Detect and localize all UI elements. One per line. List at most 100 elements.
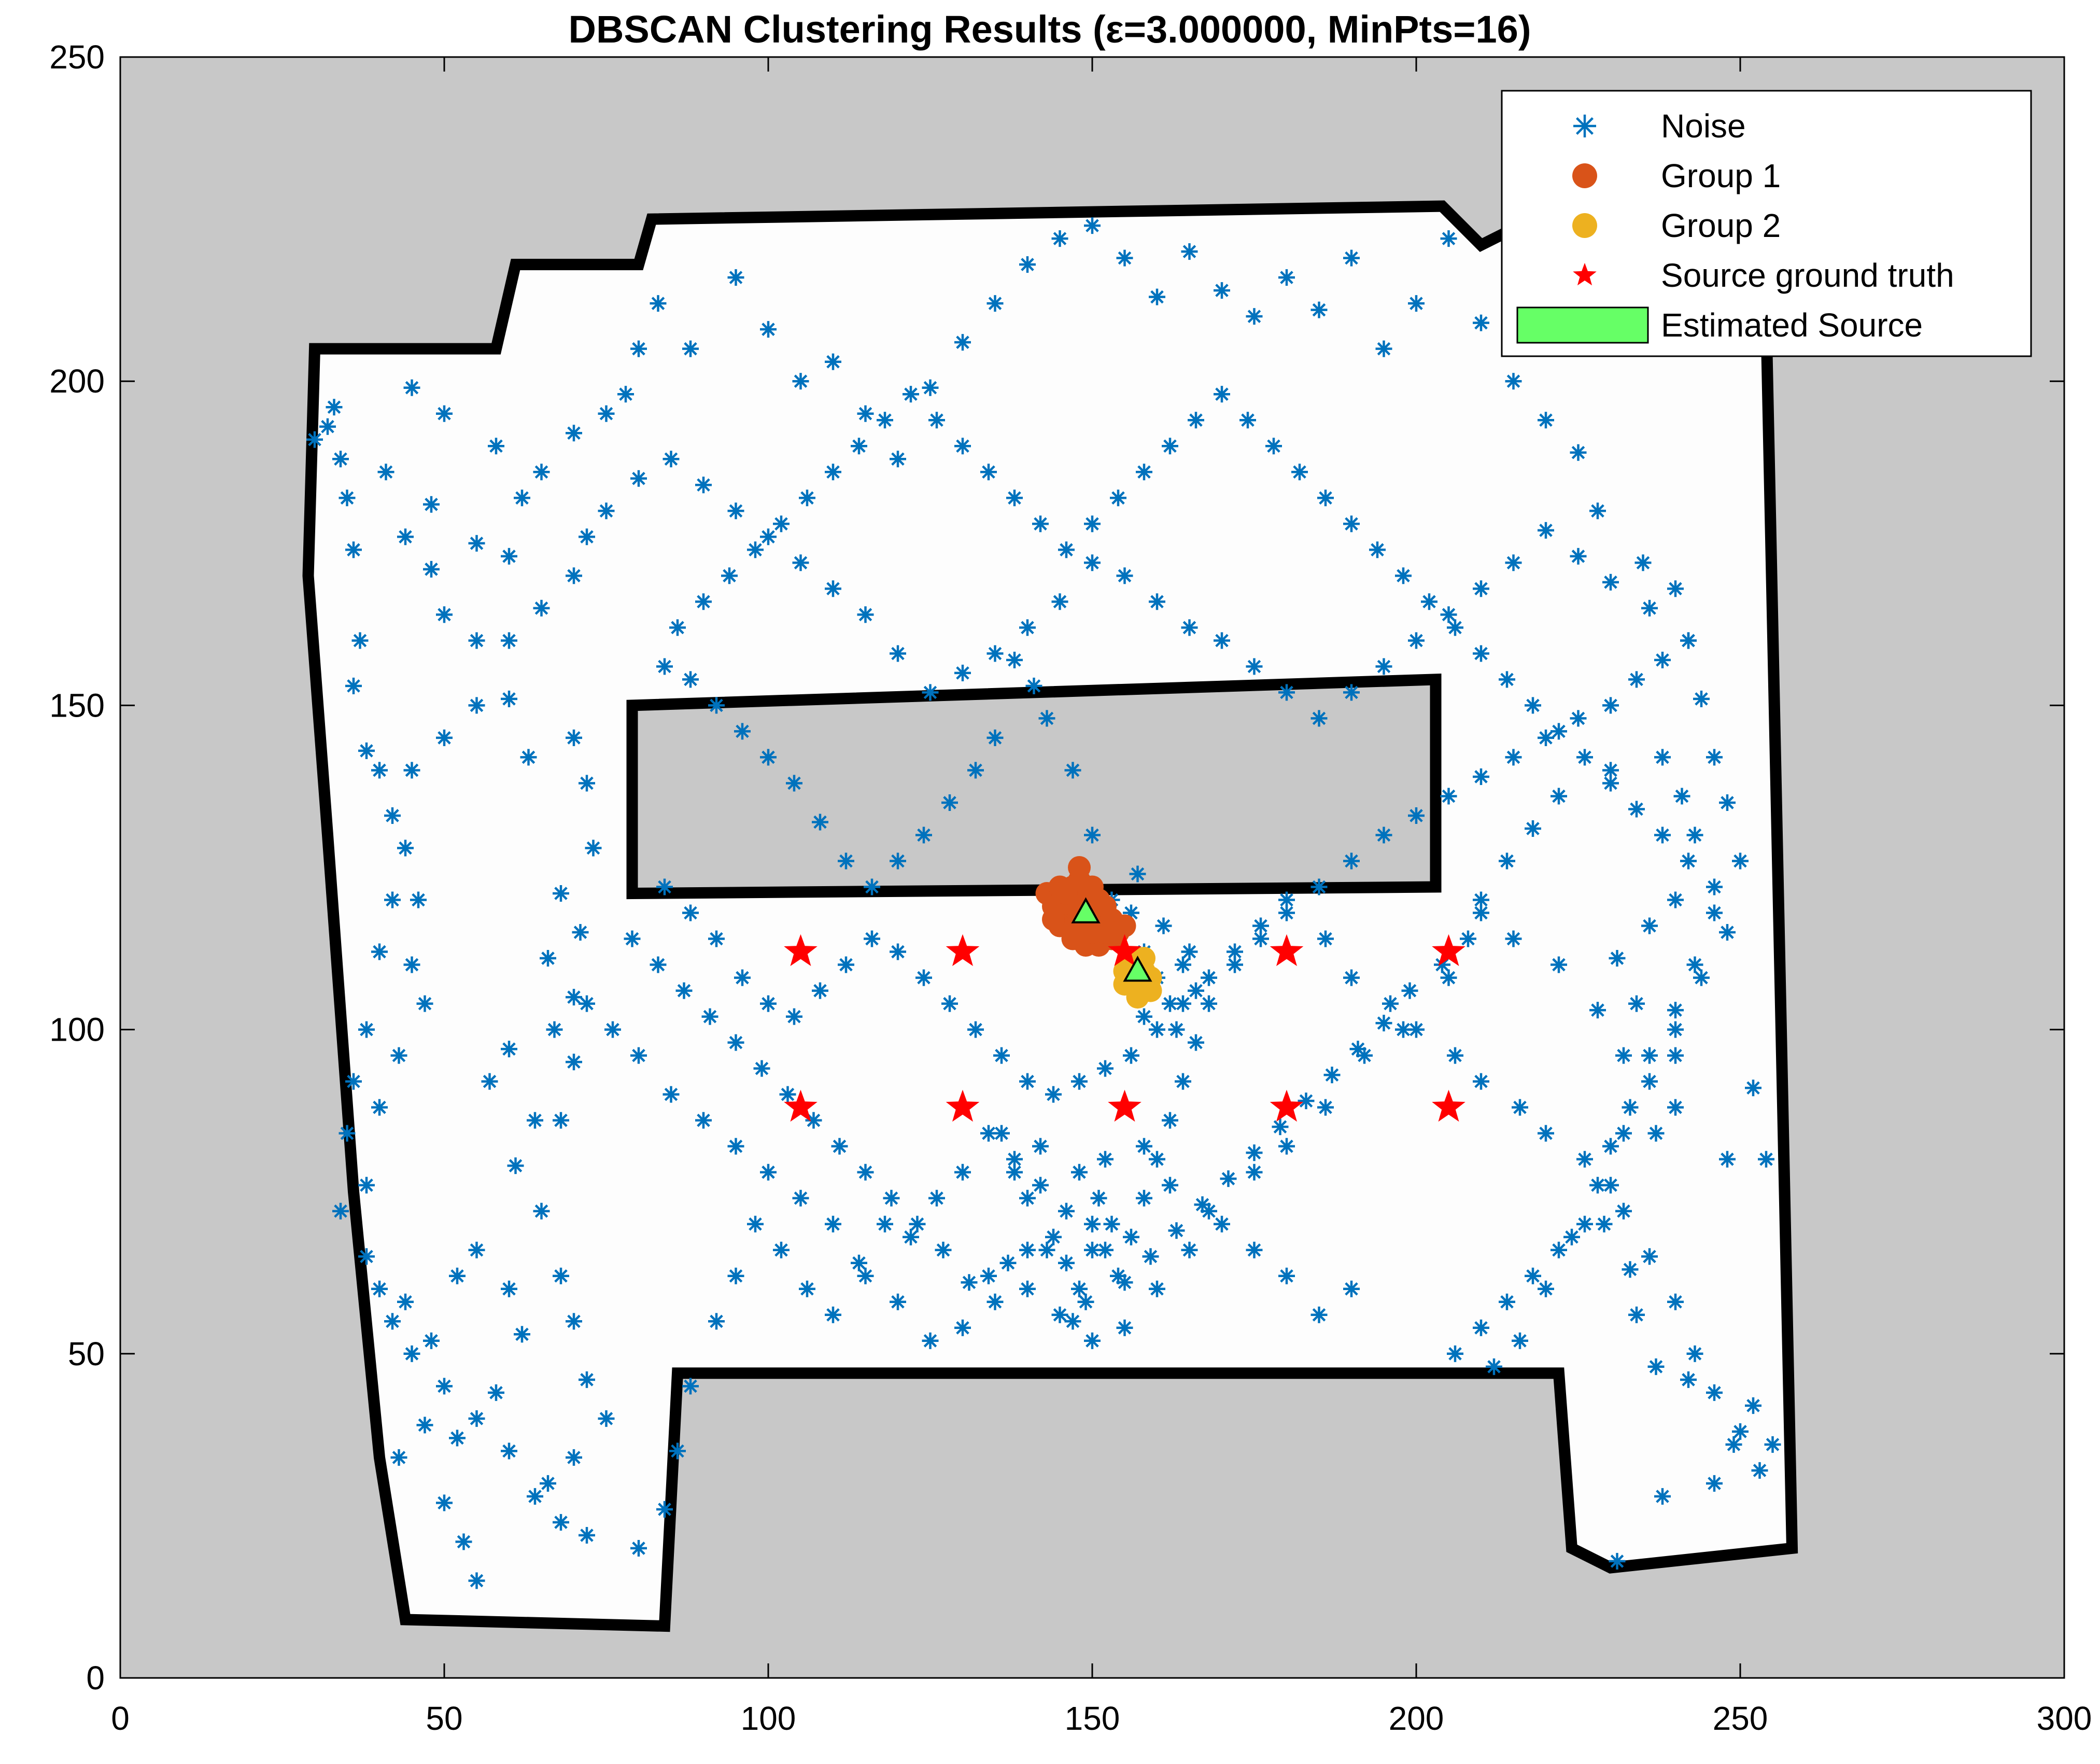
- asterisk-stroke: [1021, 621, 1034, 635]
- asterisk-stroke: [1442, 232, 1456, 245]
- noise-point: [566, 1313, 582, 1330]
- asterisk-stroke: [1617, 1204, 1630, 1218]
- asterisk-stroke: [1461, 932, 1475, 946]
- ground-truth-star: [1108, 934, 1141, 967]
- noise-point: [1667, 891, 1684, 908]
- noise-point: [1246, 1144, 1263, 1161]
- asterisk-stroke: [1733, 1425, 1747, 1438]
- y-tick-label: 50: [68, 1335, 105, 1373]
- asterisk-stroke: [399, 530, 412, 544]
- noise-point: [604, 1021, 621, 1038]
- noise-point: [416, 995, 433, 1012]
- noise-point: [423, 561, 440, 578]
- asterisk-stroke: [340, 491, 354, 505]
- asterisk-stroke: [1656, 1490, 1669, 1503]
- asterisk-stroke: [438, 731, 451, 745]
- noise-point: [1019, 1189, 1036, 1207]
- noise-point: [345, 541, 362, 558]
- asterisk-stroke: [580, 1373, 594, 1387]
- asterisk-stroke: [580, 776, 594, 790]
- noise-point: [1628, 1306, 1645, 1323]
- asterisk-stroke: [1280, 893, 1293, 907]
- asterisk-stroke: [865, 932, 879, 946]
- asterisk-stroke: [1150, 1282, 1164, 1296]
- asterisk-stroke: [567, 1055, 581, 1069]
- asterisk-stroke: [1630, 1308, 1643, 1322]
- noise-point: [825, 1306, 841, 1323]
- noise-point: [1576, 1215, 1593, 1233]
- noise-point: [1375, 1015, 1392, 1032]
- asterisk-stroke: [762, 750, 775, 764]
- asterisk-stroke: [586, 841, 600, 855]
- asterisk-stroke: [1221, 1172, 1235, 1185]
- noise-point: [1758, 1151, 1774, 1168]
- noise-point: [954, 1319, 971, 1336]
- noise-point: [1576, 749, 1593, 766]
- asterisk-stroke: [1345, 1282, 1358, 1296]
- noise-point: [1719, 1151, 1736, 1168]
- asterisk-stroke: [1410, 809, 1423, 822]
- legend-noise-marker: [1573, 115, 1596, 137]
- asterisk-stroke: [438, 1379, 451, 1393]
- noise-point: [1201, 969, 1217, 986]
- noise-point: [851, 1254, 867, 1271]
- asterisk-stroke: [1474, 893, 1488, 907]
- asterisk-stroke: [1597, 1217, 1611, 1231]
- noise-point: [825, 464, 841, 481]
- noise-point: [1440, 788, 1457, 805]
- noise-point: [436, 606, 453, 623]
- noise-point: [1298, 1093, 1315, 1110]
- noise-point: [682, 671, 699, 688]
- noise-point: [1116, 567, 1133, 584]
- noise-point: [1551, 723, 1567, 740]
- noise-point: [397, 1293, 414, 1310]
- asterisk-stroke: [1746, 1081, 1760, 1095]
- y-tick-label: 0: [86, 1659, 105, 1697]
- noise-point: [1408, 807, 1425, 824]
- noise-point: [1447, 1047, 1463, 1064]
- asterisk-stroke: [923, 1334, 937, 1348]
- asterisk-stroke: [697, 595, 710, 609]
- asterisk-stroke: [399, 841, 412, 855]
- noise-point: [1647, 1358, 1665, 1375]
- asterisk-stroke: [1506, 932, 1520, 946]
- noise-point: [1181, 1241, 1198, 1258]
- asterisk-stroke: [470, 698, 484, 712]
- asterisk-stroke: [405, 381, 419, 395]
- asterisk-stroke: [923, 381, 937, 395]
- asterisk-stroke: [334, 452, 347, 466]
- noise-point: [501, 1041, 517, 1058]
- asterisk-stroke: [1604, 763, 1617, 777]
- noise-point: [1278, 1138, 1295, 1155]
- asterisk-stroke: [1377, 1016, 1391, 1030]
- noise-point: [799, 489, 815, 507]
- asterisk-stroke: [1176, 958, 1190, 972]
- noise-point: [624, 930, 641, 947]
- noise-point: [1116, 1319, 1133, 1336]
- asterisk-stroke: [1675, 789, 1689, 803]
- asterisk-stroke: [1578, 750, 1591, 764]
- legend-item-group2: Group 2: [1572, 207, 1781, 244]
- asterisk-stroke: [1410, 297, 1423, 310]
- noise-point: [857, 405, 874, 422]
- noise-point: [1142, 1248, 1159, 1265]
- noise-point: [1654, 749, 1671, 766]
- asterisk-stroke: [1539, 1282, 1553, 1296]
- noise-point: [540, 1475, 556, 1492]
- x-tick-label: 0: [111, 1700, 130, 1737]
- asterisk-stroke: [923, 685, 937, 699]
- noise-point: [727, 502, 744, 520]
- noise-point: [877, 412, 893, 429]
- asterisk-stroke: [1506, 750, 1520, 764]
- noise-point: [669, 1443, 686, 1460]
- asterisk-stroke: [1150, 290, 1164, 304]
- noise-point: [630, 470, 647, 487]
- noise-point: [986, 645, 1004, 662]
- asterisk-stroke: [1053, 595, 1067, 609]
- noise-point: [436, 729, 453, 746]
- noise-point: [864, 878, 880, 895]
- asterisk-stroke: [917, 828, 931, 842]
- asterisk-stroke: [438, 407, 451, 421]
- noise-point: [1220, 1170, 1237, 1187]
- asterisk-stroke: [1241, 413, 1255, 427]
